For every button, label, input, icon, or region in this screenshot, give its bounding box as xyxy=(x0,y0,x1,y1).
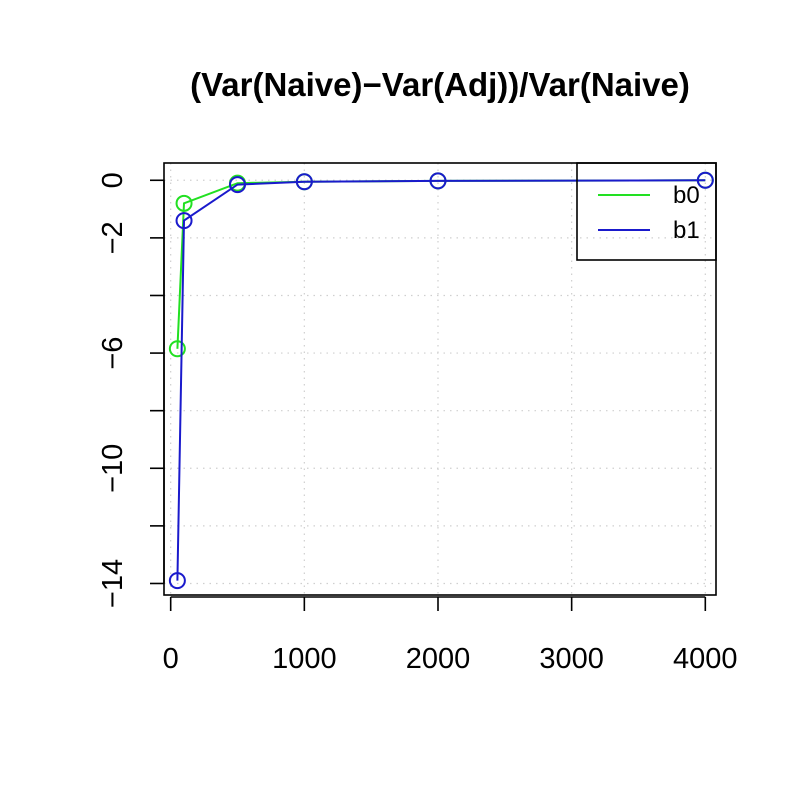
data-point-b1 xyxy=(175,212,193,230)
legend-box xyxy=(576,162,717,261)
data-point-b1 xyxy=(229,176,247,194)
y-tick-label: −6 xyxy=(97,337,129,370)
legend: b0 b1 xyxy=(576,162,717,261)
data-point-b1 xyxy=(696,171,714,189)
x-tick-label: 1000 xyxy=(272,643,337,675)
data-point-b0 xyxy=(175,194,193,212)
grid xyxy=(164,163,716,595)
y-tick-label: −10 xyxy=(97,444,129,493)
x-tick-label: 0 xyxy=(163,643,179,675)
x-tick-label: 3000 xyxy=(539,643,604,675)
y-tick-label: −2 xyxy=(97,221,129,254)
x-tick-label: 2000 xyxy=(406,643,471,675)
data-point-b0 xyxy=(168,340,186,358)
chart-title: (Var(Naive)−Var(Adj))/Var(Naive) xyxy=(190,66,690,103)
legend-label-b1: b1 xyxy=(673,217,700,244)
plot-frame xyxy=(163,162,717,596)
data-point-b1 xyxy=(168,572,186,590)
series-line-b0 xyxy=(176,179,706,349)
legend-label-b0: b0 xyxy=(673,182,700,209)
x-tick-label: 4000 xyxy=(673,643,738,675)
y-tick-label: −14 xyxy=(97,559,129,608)
y-tick-label: 0 xyxy=(97,172,129,188)
axes: 0 1000 2000 3000 4000 0 −2 −6 −10 −14 xyxy=(97,172,738,675)
series-line-b1 xyxy=(176,179,706,581)
data-point-b1 xyxy=(295,173,313,191)
data-point-b1 xyxy=(429,172,447,190)
series-layer xyxy=(168,171,714,590)
